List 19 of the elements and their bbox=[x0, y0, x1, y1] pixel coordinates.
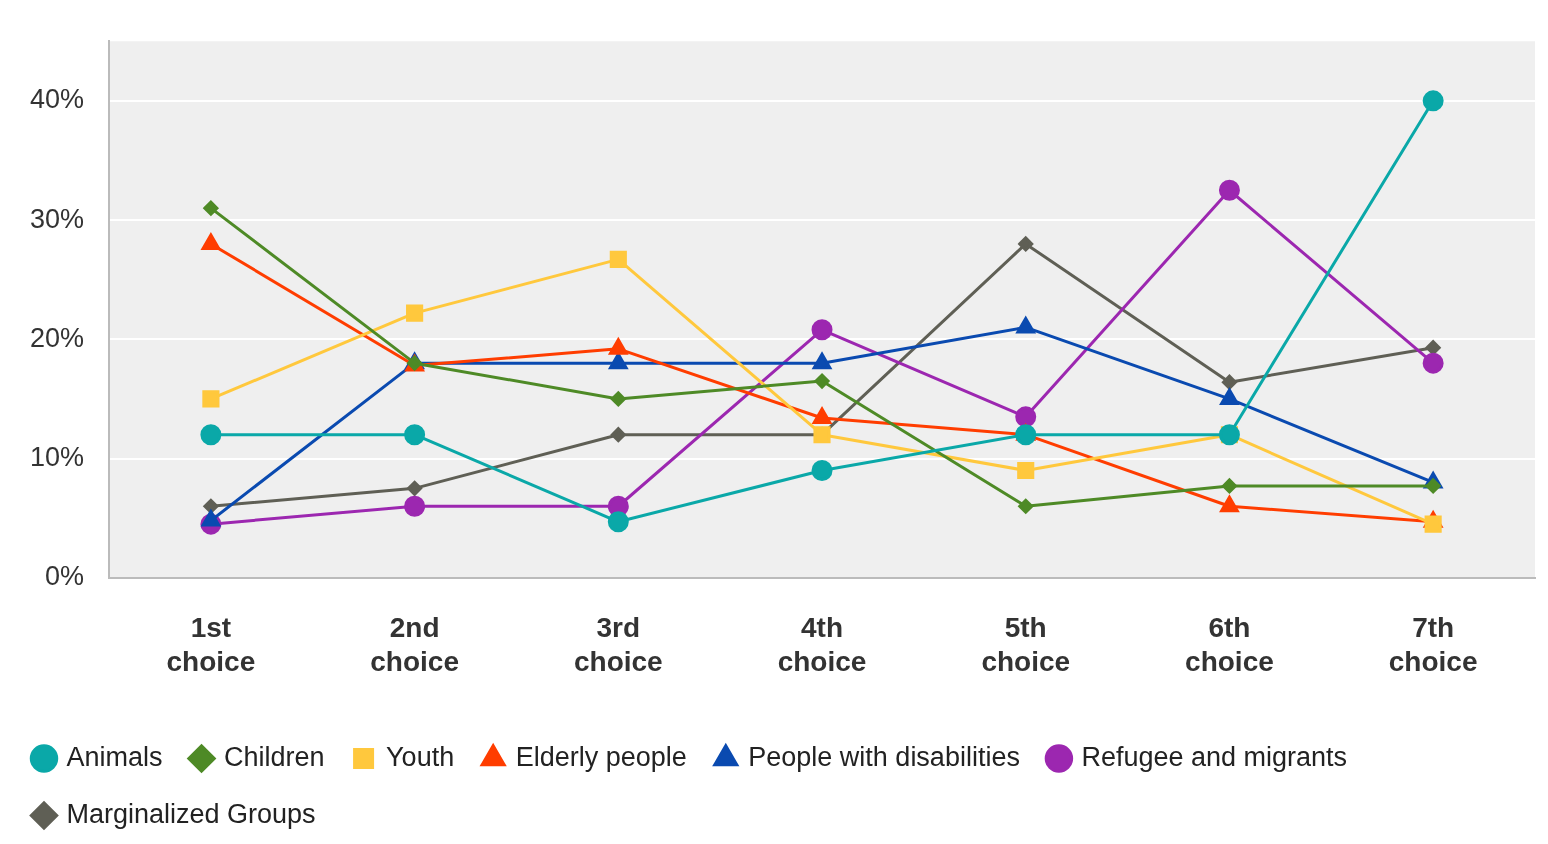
y-tick-label: 40% bbox=[29, 84, 85, 115]
y-tick-label: 20% bbox=[29, 322, 85, 353]
y-tick-label: 0% bbox=[45, 561, 85, 592]
x-tick-label: 4th choice bbox=[777, 612, 867, 677]
legend-label: Youth bbox=[386, 741, 455, 772]
legend-label: Refugee and migrants bbox=[1081, 741, 1348, 772]
legend-label: Marginalized Groups bbox=[66, 798, 316, 829]
legend-label: People with disabilities bbox=[748, 741, 1020, 772]
legend-label: Elderly people bbox=[515, 741, 687, 772]
legend-label: Animals bbox=[66, 741, 163, 772]
x-tick-label: 1st choice bbox=[166, 612, 256, 677]
x-tick-label: 6th choice bbox=[1185, 612, 1274, 677]
x-tick-label: 3rd choice bbox=[573, 612, 663, 677]
x-tick-label: 2nd choice bbox=[370, 612, 459, 677]
x-tick-label: 7th choice bbox=[1388, 612, 1478, 677]
y-tick-label: 30% bbox=[29, 203, 85, 234]
x-tick-label: 5th choice bbox=[981, 612, 1071, 677]
legend-label: Children bbox=[224, 741, 325, 772]
y-tick-label: 10% bbox=[29, 442, 85, 473]
